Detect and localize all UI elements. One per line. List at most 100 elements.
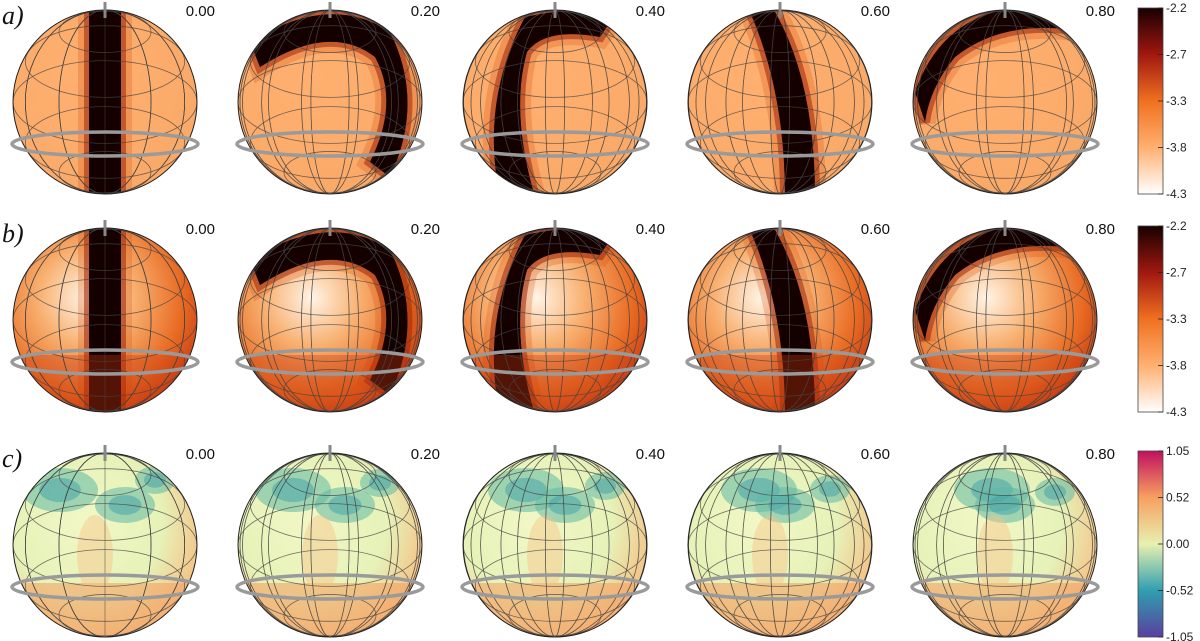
latitude-line [924, 243, 1086, 316]
meridian-line [770, 228, 790, 412]
meridian-line [725, 453, 835, 637]
meridian-line [936, 453, 1074, 637]
phase-label: 0.00 [186, 221, 215, 238]
meridian-line [310, 228, 350, 412]
colorbar-tick-label: -2.7 [1166, 266, 1187, 280]
meridian-line [985, 453, 1025, 637]
latitude-line [699, 25, 861, 98]
latitude-line [24, 243, 186, 316]
colorbar-tick-label: 0.00 [1166, 537, 1190, 551]
phase-label: 0.00 [186, 3, 215, 20]
meridian-line [917, 10, 1093, 194]
phase-label: 0.60 [861, 221, 890, 238]
meridian-line [463, 453, 647, 637]
meridian-line [914, 228, 1096, 412]
meridian-line [500, 10, 610, 194]
meridian-line [242, 228, 418, 412]
sphere-panel: 0.00 [10, 445, 215, 638]
meridian-line [725, 228, 835, 412]
sphere-panel: 0.80 [910, 2, 1115, 195]
sphere-panel: 0.40 [460, 220, 665, 413]
spot-band-core [250, 14, 408, 177]
meridian-line [463, 10, 647, 194]
spot-band-core [750, 230, 815, 412]
latitude-line [463, 278, 647, 362]
latitude-line [699, 549, 861, 622]
meridian-line [480, 10, 630, 194]
latitude-line [913, 60, 1097, 144]
equator-ring [685, 348, 875, 376]
latitude-line [688, 60, 872, 144]
latitude-line [688, 503, 872, 587]
latitude-line [924, 468, 1086, 541]
sphere-panel: 0.20 [235, 220, 440, 413]
meridian-line [914, 453, 1096, 637]
latitude-line [238, 60, 422, 144]
latitude-line [249, 25, 411, 98]
spot-band-core [750, 12, 815, 194]
meridian-line [545, 228, 565, 412]
phase-label: 0.40 [636, 3, 665, 20]
meridian-line [268, 10, 392, 194]
latitude-line [699, 106, 861, 179]
colorbar-tick-label: -1.05 [1166, 630, 1194, 641]
colorbar: 1.05 0.52 0.00 -0.52 -1.05 [1137, 444, 1194, 641]
latitude-line [474, 106, 636, 179]
colorbar-tick-label: -4.3 [1166, 405, 1187, 419]
meridian-line [742, 228, 818, 412]
latitude-line [24, 468, 186, 541]
meridian-line [695, 10, 865, 194]
residual-core [988, 495, 1022, 515]
residual-warm [977, 515, 1013, 595]
meridian-line [239, 453, 421, 637]
meridian-line [985, 228, 1025, 412]
residual-core [144, 472, 166, 488]
phase-label: 0.60 [861, 3, 890, 20]
latitude-line [913, 278, 1097, 362]
meridian-line [242, 10, 418, 194]
meridian-line [24, 10, 186, 194]
residual-core [328, 495, 362, 515]
latitude-line [699, 324, 861, 397]
meridian-line [24, 228, 186, 412]
row-label: c) [2, 444, 22, 473]
meridian-line [695, 228, 865, 412]
residual-core [768, 495, 802, 515]
latitude-line [24, 549, 186, 622]
meridian-line [695, 453, 865, 637]
spot-band-core [89, 10, 121, 194]
latitude-line [24, 106, 186, 179]
equator-ring [460, 348, 650, 376]
spot-band-core [250, 232, 408, 395]
meridian-line [517, 453, 593, 637]
sphere-panel: 0.20 [235, 2, 440, 195]
meridian-line [688, 228, 872, 412]
colorbar-tick-label: 1.05 [1166, 444, 1190, 458]
meridian-line [936, 10, 1074, 194]
latitude-line [13, 503, 197, 587]
residual-warm [752, 515, 788, 595]
meridian-line [58, 228, 152, 412]
meridian-line [239, 10, 421, 194]
colorbar-tick-label: 0.52 [1166, 491, 1190, 505]
colorbar-tick-label: -3.8 [1166, 359, 1187, 373]
latitude-line [249, 324, 411, 397]
meridian-line [301, 228, 359, 412]
residual-core [548, 495, 582, 515]
meridian-line [976, 228, 1034, 412]
row-label: a) [2, 1, 24, 30]
meridian-line [725, 10, 835, 194]
meridian-line [470, 228, 640, 412]
meridian-line [470, 453, 640, 637]
latitude-line [463, 503, 647, 587]
sphere-panel: 0.60 [685, 220, 890, 413]
latitude-line [924, 106, 1086, 179]
latitude-line [924, 549, 1086, 622]
latitude-line [474, 243, 636, 316]
phase-label: 0.40 [636, 221, 665, 238]
meridian-line [463, 228, 647, 412]
colorbar-tick-label: -3.3 [1166, 94, 1187, 108]
meridian-line [976, 453, 1034, 637]
equator-ring [235, 348, 425, 376]
